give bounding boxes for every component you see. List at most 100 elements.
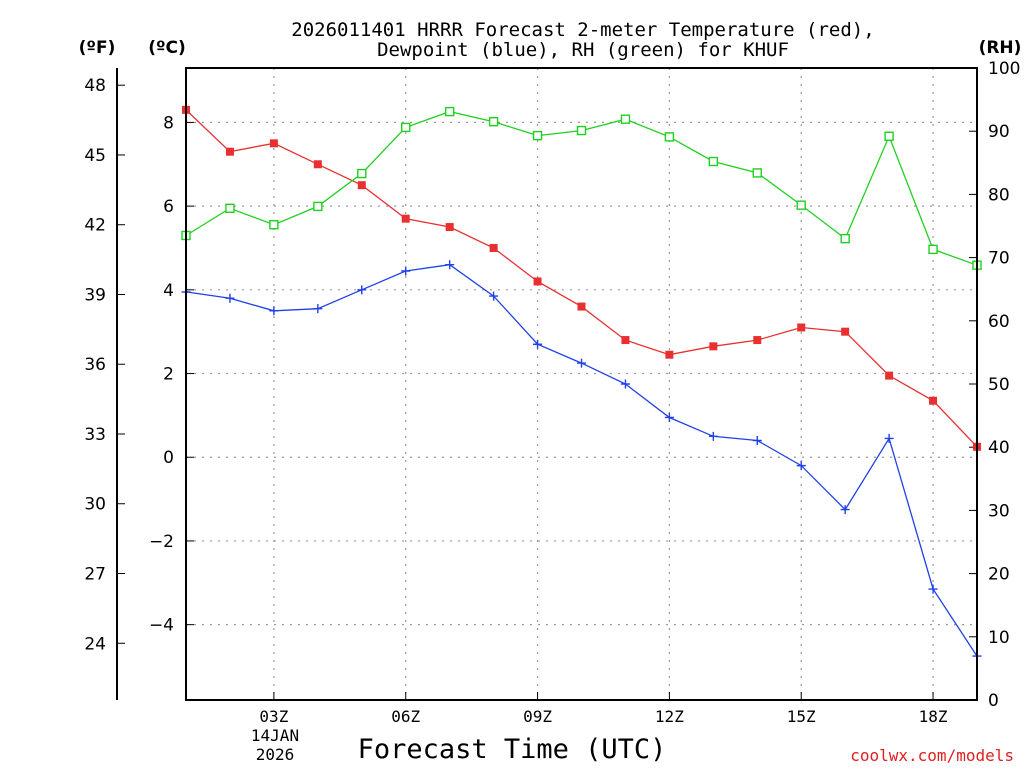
temperature-point [929, 396, 938, 405]
time-tick-label: 09Z [523, 707, 552, 726]
temperature-point [357, 181, 366, 190]
time-axis: 03Z 06Z 09Z 12Z 15Z 18Z [259, 692, 948, 726]
time-tick-label: 18Z [919, 707, 948, 726]
rh-tick-label: 0 [988, 691, 999, 711]
celsius-tick-label: 6 [163, 197, 174, 217]
rh-point [269, 220, 279, 230]
rh-point [840, 233, 850, 244]
dewpoint-point [708, 431, 718, 441]
plot-frame [185, 67, 978, 701]
rh-point [225, 203, 235, 214]
dewpoint-point [840, 505, 850, 515]
series-layer [181, 105, 982, 661]
rh-point [664, 132, 675, 142]
fahrenheit-tick-label: 36 [84, 355, 106, 375]
rh-point [620, 114, 631, 124]
rh-tick-label: 100 [988, 59, 1020, 79]
celsius-tick-label: −4 [149, 616, 174, 636]
dewpoint-point [357, 285, 367, 295]
dewpoint-point [664, 412, 674, 422]
chart-title-line1: 2026011401 HRRR Forecast 2-meter Tempera… [291, 19, 874, 41]
temperature-point [269, 139, 278, 148]
rh-point [884, 131, 894, 141]
dewpoint-point [269, 306, 279, 316]
rh-tick-label: 90 [988, 122, 1010, 142]
fahrenheit-tick-label: 27 [84, 565, 106, 585]
time-tick-label: 12Z [655, 707, 684, 726]
temperature-point [797, 323, 806, 332]
rh-tick-label: 60 [988, 312, 1010, 332]
rh-tick-label: 40 [988, 438, 1010, 458]
dewpoint-point [313, 304, 323, 314]
temperature-point [577, 302, 586, 311]
series-dewpoint [181, 260, 982, 661]
celsius-tick-label: 4 [163, 281, 174, 301]
chart-title-line2: Dewpoint (blue), RH (green) for KHUF [377, 39, 789, 61]
dewpoint-point [445, 260, 455, 270]
rh-point [401, 122, 411, 133]
temperature-point [665, 350, 674, 359]
time-tick-label: 03Z [259, 707, 288, 726]
rh-tick-label: 30 [988, 501, 1010, 521]
fahrenheit-tick-label: 30 [84, 495, 106, 515]
dewpoint-line [185, 264, 978, 657]
dewpoint-point [225, 293, 235, 303]
temperature-point [489, 243, 498, 252]
dewpoint-point [489, 291, 499, 301]
series-rh [181, 106, 982, 270]
dewpoint-point [620, 379, 630, 389]
rh-tick-label: 70 [988, 249, 1010, 269]
rh-tick-label: 80 [988, 185, 1010, 205]
x-axis-title: Forecast Time (UTC) [358, 734, 667, 765]
dewpoint-point [577, 358, 586, 368]
temperature-point [533, 277, 542, 286]
fahrenheit-tick-label: 33 [84, 425, 106, 445]
temperature-point [313, 160, 322, 169]
rh-point [576, 125, 587, 136]
fahrenheit-tick-label: 39 [84, 285, 106, 305]
rh-point [752, 168, 762, 178]
temperature-point [401, 214, 410, 223]
temperature-point [621, 336, 630, 345]
temperature-point [841, 327, 850, 336]
rh-point [313, 201, 323, 212]
rh-tick-label: 20 [988, 565, 1010, 585]
dewpoint-point [796, 461, 806, 471]
unit-label-rh: (RH) [979, 38, 1022, 58]
dewpoint-point [752, 436, 762, 446]
grid-lines [186, 68, 977, 700]
rh-point [488, 117, 499, 127]
date-label-year: 2026 [256, 745, 295, 764]
dewpoint-point [884, 433, 894, 443]
rh-point [444, 106, 455, 117]
fahrenheit-tick-label: 24 [84, 634, 106, 654]
temperature-point [225, 147, 234, 156]
fahrenheit-tick-label: 45 [84, 146, 106, 166]
rh-point [357, 168, 367, 179]
unit-label-celsius: (ºC) [148, 38, 186, 58]
time-tick-label: 15Z [787, 707, 816, 726]
rh-tick-label: 50 [988, 375, 1010, 395]
rh-point [796, 200, 806, 210]
temperature-point [753, 336, 762, 345]
fahrenheit-tick-label: 42 [84, 216, 106, 236]
rh-point [928, 244, 938, 255]
fahrenheit-tick-label: 48 [84, 76, 106, 96]
celsius-axis: 8 6 4 2 0 −2 −4 [149, 113, 194, 636]
dewpoint-point [401, 266, 411, 276]
temperature-line [185, 109, 978, 448]
watermark: coolwx.com/models [850, 746, 1014, 765]
celsius-tick-label: −2 [149, 532, 174, 552]
celsius-tick-label: 0 [163, 448, 174, 468]
time-tick-label: 06Z [391, 707, 420, 726]
celsius-tick-label: 8 [163, 113, 174, 133]
temperature-point [445, 223, 454, 232]
dewpoint-point [928, 584, 938, 594]
rh-point [708, 156, 719, 167]
date-label-day: 14JAN [251, 726, 299, 745]
temperature-point [885, 371, 894, 380]
rh-point [532, 130, 543, 141]
rh-tick-label: 10 [988, 628, 1010, 648]
